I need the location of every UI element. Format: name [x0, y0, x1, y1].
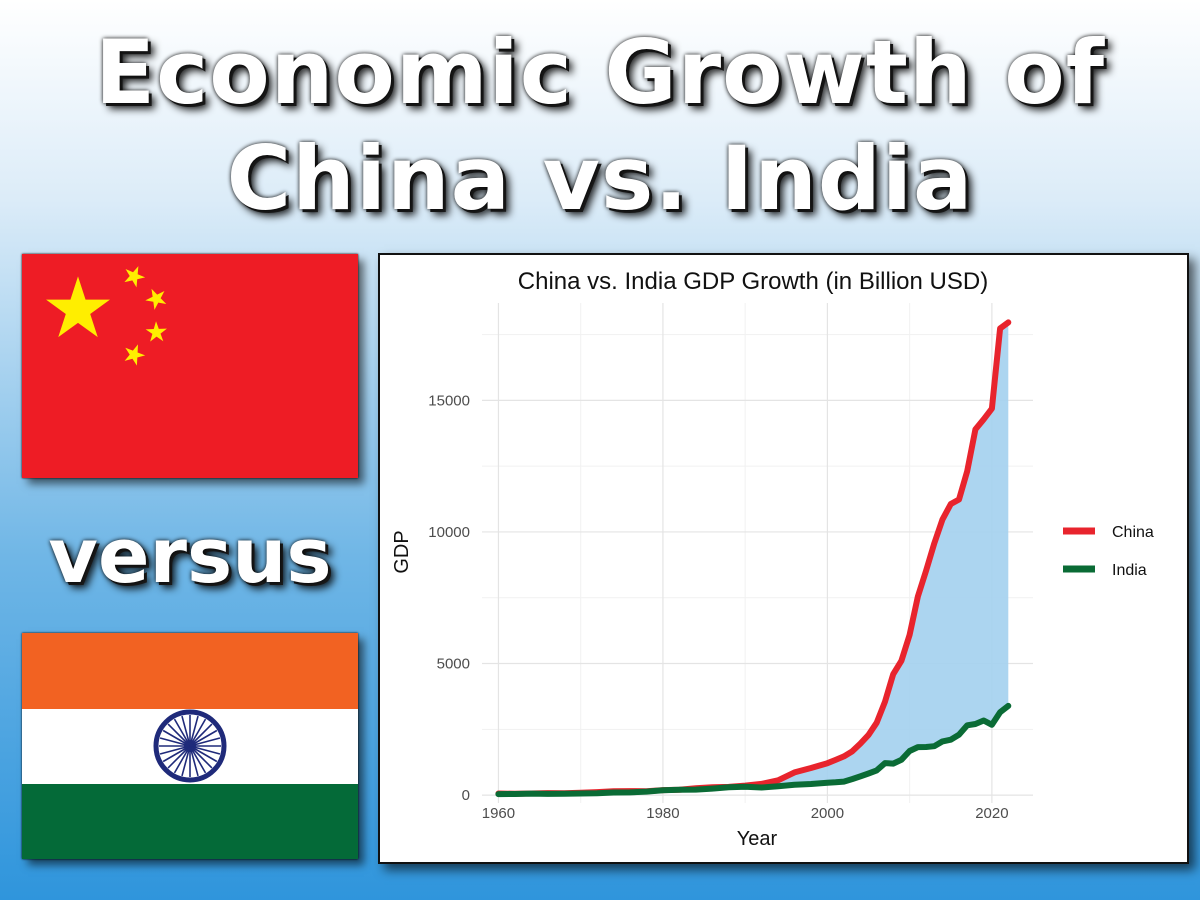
- chakra-spoke: [159, 745, 191, 755]
- chakra-spoke: [189, 718, 207, 747]
- y-axis-ticks: 0 5000 10000 15000: [428, 392, 470, 804]
- gdp-chart: 0 5000 10000 15000 1960 1980 2000 2020 China v…: [391, 268, 1154, 850]
- chakra-spoke: [189, 737, 221, 747]
- legend-label-china: China: [1112, 524, 1154, 541]
- chakra-spoke: [189, 723, 213, 747]
- chakra-spoke: [173, 745, 191, 774]
- headline-line-1: Economic Growth of: [95, 21, 1105, 124]
- chakra-spoke: [189, 745, 207, 774]
- y-tick-label: 0: [462, 787, 470, 804]
- china-flag-image: [22, 254, 358, 478]
- chakra-spoke: [189, 715, 199, 747]
- chakra-spoke: [162, 745, 191, 763]
- chakra-spoke: [189, 745, 221, 755]
- versus-label: versus: [48, 511, 332, 600]
- chakra-spoke: [162, 729, 191, 747]
- chakra-spoke: [189, 745, 199, 777]
- chakra-spoke: [167, 745, 191, 769]
- y-axis-title: GDP: [391, 530, 413, 573]
- y-tick-label: 10000: [428, 524, 470, 541]
- chart-title: China vs. India GDP Growth (in Billion U…: [518, 268, 988, 295]
- y-tick-label: 5000: [437, 656, 470, 673]
- india-flag-image: [22, 633, 358, 859]
- x-tick-label: 2000: [811, 805, 844, 822]
- y-tick-label: 15000: [428, 392, 470, 409]
- legend-label-india: India: [1112, 562, 1147, 579]
- series-line-india: [495, 702, 1012, 798]
- chart-panel: 0 5000 10000 15000 1960 1980 2000 2020 China v…: [378, 253, 1189, 864]
- chakra-spoke: [159, 737, 191, 747]
- india-flag: [22, 633, 358, 859]
- headline: Economic Growth of China vs. India: [0, 20, 1200, 232]
- chakra-spoke: [167, 723, 191, 747]
- x-tick-label: 1980: [646, 805, 679, 822]
- ashoka-chakra-icon: [153, 709, 227, 783]
- x-tick-label: 2020: [975, 805, 1008, 822]
- chakra-spoke: [189, 745, 218, 763]
- legend: China India: [1063, 524, 1154, 579]
- chakra-spoke: [189, 745, 213, 769]
- x-axis-ticks: 1960 1980 2000 2020: [482, 805, 1009, 822]
- chakra-spoke: [181, 745, 191, 777]
- china-flag-field: [22, 254, 358, 478]
- india-flag-saffron-band: [22, 633, 358, 709]
- india-flag-green-band: [22, 784, 358, 859]
- series-lines: [495, 319, 1012, 798]
- x-tick-label: 1960: [482, 805, 515, 822]
- chakra-spoke: [189, 729, 218, 747]
- x-axis-title: Year: [737, 828, 778, 850]
- headline-line-2: China vs. India: [226, 127, 974, 230]
- china-flag: [22, 254, 358, 478]
- chakra-spoke: [181, 715, 191, 747]
- chakra-spoke: [173, 718, 191, 747]
